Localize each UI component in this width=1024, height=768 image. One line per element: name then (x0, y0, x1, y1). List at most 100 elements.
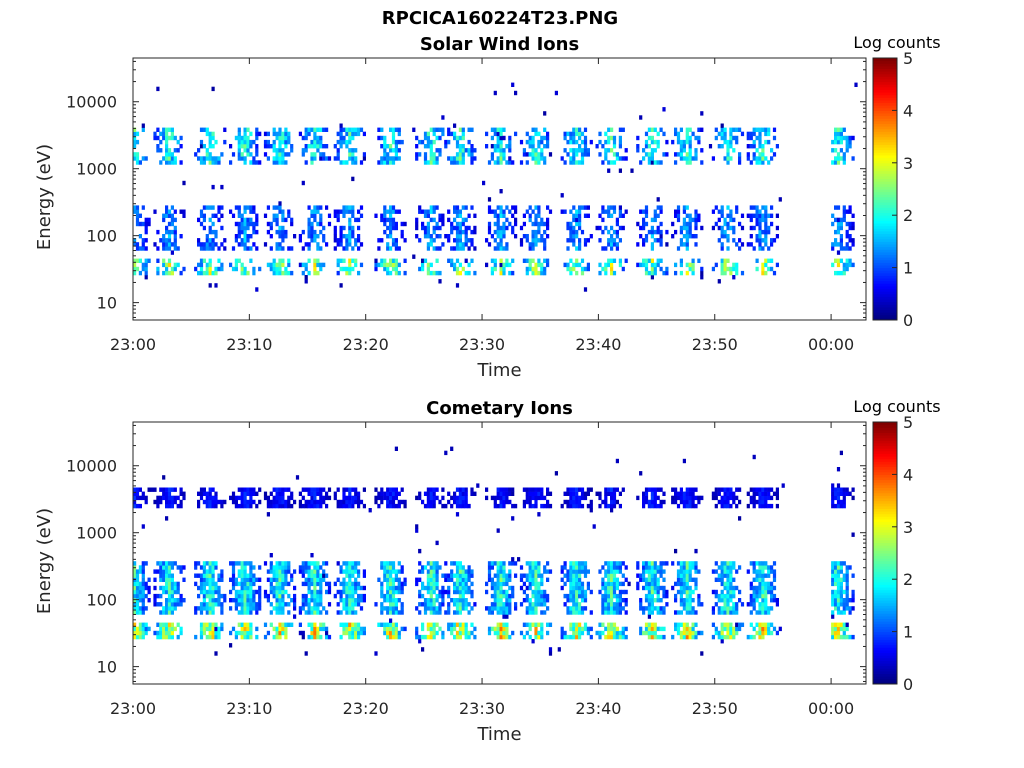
heatmap-cell (383, 266, 387, 272)
heatmap-cell (278, 499, 282, 505)
heatmap-cell (659, 503, 663, 509)
heatmap-cell (307, 589, 311, 595)
heatmap-cell (601, 598, 605, 603)
heatmap-cell (691, 270, 695, 276)
heatmap-cell (156, 258, 160, 263)
heatmap-cell (525, 266, 529, 272)
heatmap-cell (752, 225, 756, 231)
heatmap-cell (234, 630, 238, 636)
heatmap-cell (159, 610, 163, 615)
heatmap-cell (650, 581, 654, 587)
heatmap-cell (560, 193, 564, 198)
heatmap-cell (764, 503, 768, 509)
heatmap-cell (333, 144, 337, 149)
heatmap-cell (458, 270, 462, 276)
heatmap-cell (470, 144, 474, 149)
heatmap-cell (505, 606, 509, 611)
heatmap-cell (322, 499, 326, 505)
heatmap-cell (679, 593, 683, 599)
heatmap-cell (502, 209, 506, 214)
heatmap-cell (525, 499, 529, 505)
heatmap-cell (755, 160, 759, 165)
heatmap-cell (540, 503, 544, 509)
heatmap-cell (490, 626, 494, 632)
heatmap-cell (659, 610, 663, 615)
heatmap-cell (269, 569, 273, 574)
heatmap-cell (845, 221, 849, 227)
heatmap-cell (252, 205, 256, 210)
heatmap-cell (458, 487, 462, 492)
heatmap-cell (389, 225, 393, 231)
heatmap-cell (281, 589, 285, 595)
heatmap-cell (351, 634, 355, 640)
heatmap-cell (662, 593, 666, 599)
heatmap-cell (316, 499, 320, 505)
heatmap-cell (659, 573, 663, 578)
heatmap-cell (278, 622, 282, 627)
heatmap-cell (211, 565, 215, 570)
heatmap-cell (610, 205, 614, 210)
heatmap-cell (749, 160, 753, 165)
heatmap-cell (575, 139, 579, 145)
heatmap-cell (357, 225, 361, 231)
heatmap-cell (621, 598, 625, 603)
heatmap-cell (307, 503, 311, 509)
heatmap-cell (418, 205, 422, 210)
heatmap-cell (511, 589, 515, 595)
heatmap-cell (284, 152, 288, 157)
heatmap-cell (293, 598, 297, 603)
heatmap-cell (842, 127, 846, 132)
heatmap-cell (237, 569, 241, 574)
heatmap-cell (354, 131, 358, 137)
heatmap-cell (761, 626, 765, 632)
heatmap-cell (572, 487, 576, 492)
heatmap-cell (144, 275, 148, 280)
heatmap-cell (540, 573, 544, 578)
heatmap-cell (386, 487, 390, 492)
heatmap-cell (275, 221, 279, 227)
heatmap-cell (313, 630, 317, 636)
heatmap-cell (455, 487, 460, 492)
heatmap-cell (685, 581, 689, 587)
heatmap-cell (133, 499, 137, 505)
heatmap-cell (659, 209, 663, 214)
heatmap-cell (165, 577, 169, 582)
heatmap-cell (502, 156, 506, 161)
heatmap-cell (511, 630, 515, 636)
heatmap-cell (138, 213, 142, 218)
heatmap-cell (453, 135, 457, 141)
heatmap-cell (333, 593, 337, 599)
heatmap-cell (839, 246, 843, 251)
heatmap-cell (685, 205, 689, 210)
heatmap-cell (656, 589, 660, 595)
heatmap-cell (348, 242, 352, 247)
heatmap-cell (729, 270, 733, 276)
heatmap-cell (554, 471, 558, 476)
heatmap-cell (540, 135, 544, 141)
heatmap-cell (429, 234, 433, 239)
heatmap-cell (237, 573, 241, 578)
heatmap-cell (287, 610, 291, 615)
heatmap-cell (537, 213, 541, 218)
heatmap-cell (290, 148, 294, 153)
heatmap-cell (208, 131, 212, 137)
heatmap-cell (644, 495, 649, 501)
heatmap-cell (386, 144, 390, 149)
heatmap-cell (720, 209, 724, 214)
heatmap-cell (435, 540, 439, 546)
heatmap-cell (389, 205, 393, 210)
heatmap-cell (647, 503, 651, 509)
heatmap-cell (671, 499, 675, 505)
heatmap-cell (647, 160, 651, 165)
heatmap-cell (461, 127, 465, 132)
heatmap-cell (179, 593, 183, 599)
heatmap-cell (214, 561, 218, 566)
heatmap-cell (610, 622, 614, 627)
heatmap-cell (290, 246, 294, 251)
heatmap-cell (490, 581, 494, 587)
heatmap-cell (202, 569, 206, 574)
heatmap-cell (674, 598, 678, 603)
heatmap-cell (167, 598, 172, 603)
heatmap-cell (313, 135, 317, 141)
heatmap-cell (275, 205, 279, 210)
